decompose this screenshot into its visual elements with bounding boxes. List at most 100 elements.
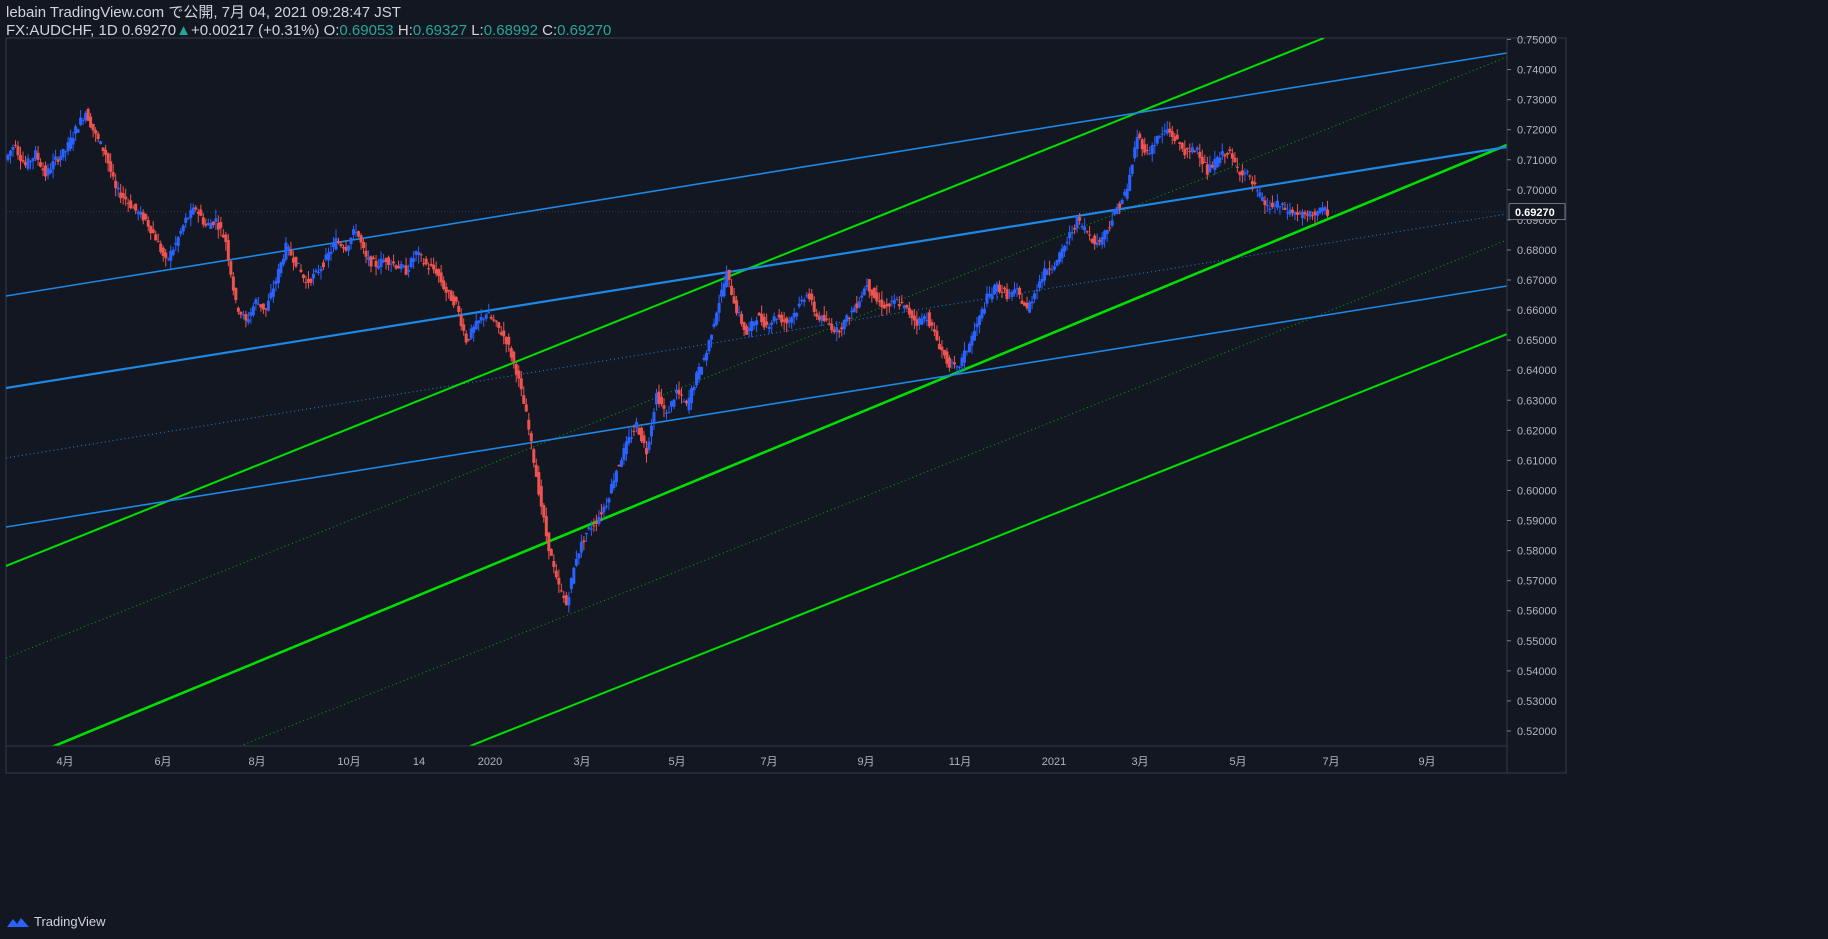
time-tick-label: 3月 [573,756,590,768]
candle-body [199,209,203,216]
candle-body [767,326,771,330]
candle-body [94,130,98,134]
candle-body [737,312,741,314]
candle-body [494,320,498,322]
price-tick-label: 0.70000 [1517,185,1557,197]
time-axis[interactable]: 4月 6月 8月 10月 14 2020 3月 5月 7月 9月 11月 2021 3月 5月 7月 9月 [6,745,1507,768]
candle-body [812,301,816,312]
candle-body [329,251,333,254]
time-tick-label: 7月 [1322,756,1339,768]
candle-body [1315,211,1319,216]
candle-body [667,412,671,414]
candle-body [1030,301,1034,304]
candle-body [84,112,88,121]
candle-body [151,229,155,233]
price-tick-label: 0.57000 [1517,576,1557,588]
candle-body [1033,293,1037,300]
candle-body [1015,288,1019,290]
candle-body [1153,145,1157,147]
candle-body [705,352,709,361]
candle-body [1013,289,1017,294]
candle-body [36,152,40,160]
green-channel-line-2 [50,143,1507,746]
candle-body [214,218,218,222]
candle-body [559,590,563,592]
candle-body [1165,129,1169,134]
tradingview-logo-icon [7,917,29,927]
candle-body [324,254,328,260]
candle-body [857,301,861,308]
price-axis[interactable]: 0.75000 0.74000 0.73000 0.72000 0.71000 0.700… [1506,35,1566,773]
symbol-label: FX:AUDCHF, 1D [6,22,118,39]
candle-body [895,299,899,301]
price-tick-label: 0.55000 [1517,636,1557,648]
time-tick-label: 3月 [1131,756,1148,768]
candle-body [955,366,959,368]
candle-body [975,323,979,328]
candle-body [765,321,769,326]
candle-body [1038,281,1042,288]
price-tick-label: 0.71000 [1517,155,1557,167]
candle-body [206,222,210,226]
candle-body [239,312,243,315]
candle-body [457,305,461,313]
candle-body [271,288,275,297]
candle-body [116,187,120,190]
time-tick-label: 10月 [337,756,360,768]
candle-body [1223,154,1227,157]
candle-body [897,304,901,307]
candle-body [204,223,208,226]
candle-body [892,300,896,304]
candle-body [29,161,33,163]
candle-body [867,279,871,292]
candle-body [624,441,628,455]
brand-name: TradingView [34,914,106,929]
candle-body [184,217,188,223]
candle-body [392,261,396,264]
candle-body [309,278,313,283]
candle-body [1103,230,1107,240]
candle-body [66,142,70,152]
candle-body [992,285,996,295]
low-label: L: [471,22,484,39]
candle-body [932,329,936,332]
candle-body [484,314,488,319]
green-channel-line-3 [469,333,1507,746]
candle-body [1108,227,1112,229]
candle-body [1115,206,1119,215]
candle-body [935,330,939,341]
candle-body [742,322,746,330]
candle-body [289,249,293,256]
candle-body [399,263,403,269]
candle-body [71,138,75,145]
footer-branding[interactable]: TradingView [6,914,106,929]
candle-body [296,262,300,264]
candle-body [1105,229,1109,234]
candle-body [299,269,303,272]
candle-body [529,433,533,442]
candle-body [482,318,486,320]
candle-body [614,470,618,483]
candle-body [885,303,889,307]
publish-info: lebain TradingView.com で公開, 7月 04, 2021 … [6,4,401,21]
candle-body [1295,212,1299,215]
candle-body [244,314,248,321]
price-tick-label: 0.59000 [1517,516,1557,528]
candle-body [664,412,668,414]
chart-header: lebain TradingView.com で公開, 7月 04, 2021 … [6,4,611,40]
candle-body [129,200,133,208]
candle-body [294,256,298,267]
candle-body [79,117,83,125]
price-tick-label: 0.66000 [1517,305,1557,317]
candle-body [414,251,418,255]
candle-body [802,299,806,302]
candle-body [432,264,436,270]
candle-body [519,378,523,390]
candle-body [256,303,260,305]
candle-body [452,295,456,306]
candle-body [847,317,851,319]
candle-body [372,257,376,260]
time-tick-label: 11月 [949,756,971,768]
candle-body [354,232,358,234]
